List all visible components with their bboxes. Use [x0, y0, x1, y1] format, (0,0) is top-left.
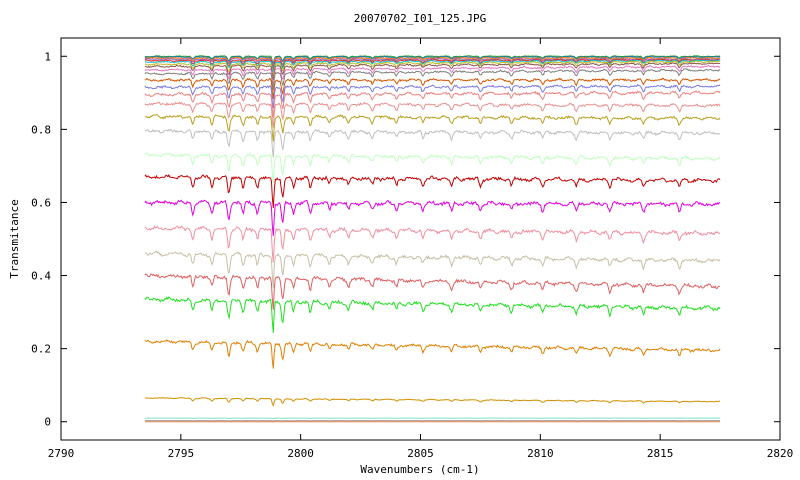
- x-tick-label: 2820: [767, 447, 794, 460]
- plot-frame: [60, 37, 781, 441]
- series-line: [144, 64, 721, 85]
- series-line: [144, 199, 721, 236]
- y-tick-label: 0.4: [31, 270, 51, 283]
- x-tick-label: 2805: [407, 447, 434, 460]
- series-line: [144, 417, 721, 420]
- series-line: [144, 55, 721, 65]
- series-line: [144, 397, 721, 408]
- series-layer: [144, 55, 721, 423]
- x-tick-label: 2795: [168, 447, 195, 460]
- series-line: [144, 152, 721, 184]
- series-line: [144, 62, 721, 81]
- series-line: [144, 128, 721, 158]
- series-line: [144, 296, 721, 333]
- x-tick-label: 2800: [287, 447, 314, 460]
- series-line: [144, 56, 721, 69]
- x-tick-label: 2810: [527, 447, 554, 460]
- series-line: [144, 225, 721, 263]
- x-axis-label: Wavenumbers (cm-1): [360, 463, 479, 476]
- y-tick-label: 0: [44, 416, 51, 429]
- y-axis: 0 0.2 0.4 0.6 0.8 1: [31, 50, 780, 429]
- y-tick-label: 0.6: [31, 196, 51, 209]
- series-line: [144, 60, 721, 77]
- series-line: [144, 58, 721, 71]
- y-tick-label: 0.8: [31, 123, 51, 136]
- series-line: [144, 68, 721, 90]
- series-line: [144, 101, 721, 128]
- series-line: [144, 114, 721, 142]
- series-line: [144, 59, 721, 73]
- series-line: [144, 273, 721, 310]
- series-line: [144, 90, 721, 118]
- x-axis: 2790 2795 2800 2805 2810 2815 2820: [48, 38, 794, 460]
- y-tick-label: 1: [44, 50, 51, 63]
- x-tick-label: 2790: [48, 447, 75, 460]
- plot-area: [60, 37, 781, 441]
- series-line: [144, 250, 721, 288]
- x-tick-label: 2815: [647, 447, 674, 460]
- y-axis-label: Transmitance: [8, 199, 21, 278]
- series-line: [144, 57, 721, 70]
- series-line: [144, 83, 721, 109]
- series-line: [144, 173, 721, 209]
- chart-title: 20070702_I01_125.JPG: [354, 12, 486, 25]
- series-line: [144, 77, 721, 99]
- y-tick-label: 0.2: [31, 343, 51, 356]
- series-line: [144, 339, 721, 369]
